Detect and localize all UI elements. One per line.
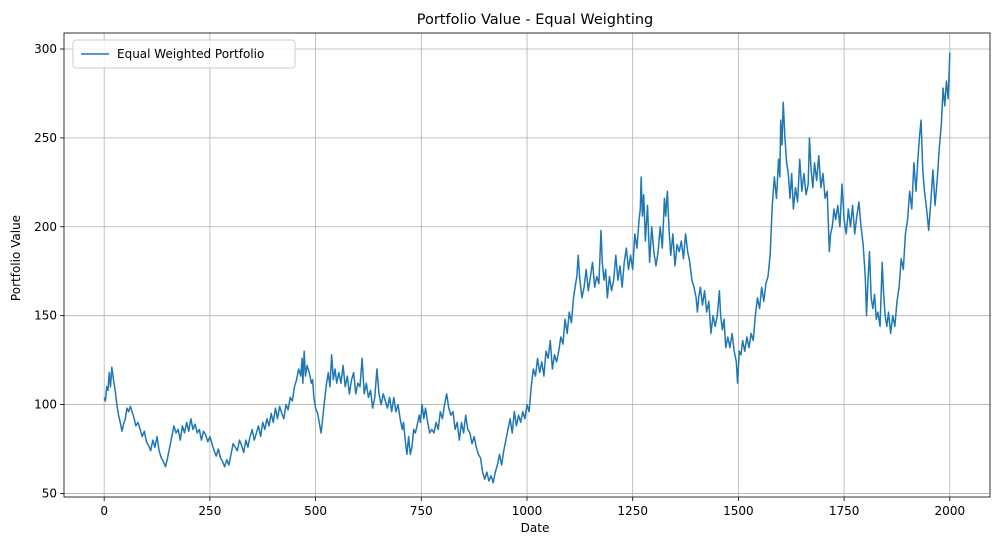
- y-tick-label: 150: [34, 309, 57, 323]
- legend-box: [72, 39, 296, 69]
- x-tick-label: 1750: [829, 504, 860, 518]
- y-tick-label: 200: [34, 220, 57, 234]
- x-tick-label: 750: [410, 504, 433, 518]
- series-line-group: [103, 52, 951, 484]
- y-tick-label: 250: [34, 131, 57, 145]
- x-tick-label: 1500: [723, 504, 754, 518]
- y-tick-label: 50: [42, 486, 57, 500]
- x-tick-label: 0: [100, 504, 108, 518]
- legend: Equal Weighted Portfolio: [72, 39, 296, 69]
- chart-title: Portfolio Value - Equal Weighting: [417, 12, 654, 28]
- x-axis-ticks: 0 250 500 750 1000 1250 1500 1750 2000: [100, 497, 965, 518]
- series-line-equal-weighted-portfolio: [103, 52, 951, 484]
- y-tick-label: 300: [34, 42, 57, 56]
- y-tick-label: 100: [34, 398, 57, 412]
- y-axis-label: Portfolio Value: [9, 215, 23, 301]
- x-tick-label: 2000: [935, 504, 966, 518]
- x-tick-label: 250: [198, 504, 221, 518]
- x-tick-label: 1000: [512, 504, 543, 518]
- legend-label: Equal Weighted Portfolio: [117, 47, 264, 61]
- x-tick-label: 500: [304, 504, 327, 518]
- x-axis-label: Date: [521, 521, 550, 535]
- x-tick-label: 1250: [617, 504, 648, 518]
- y-axis-ticks: 50 100 150 200 250 300: [34, 42, 64, 500]
